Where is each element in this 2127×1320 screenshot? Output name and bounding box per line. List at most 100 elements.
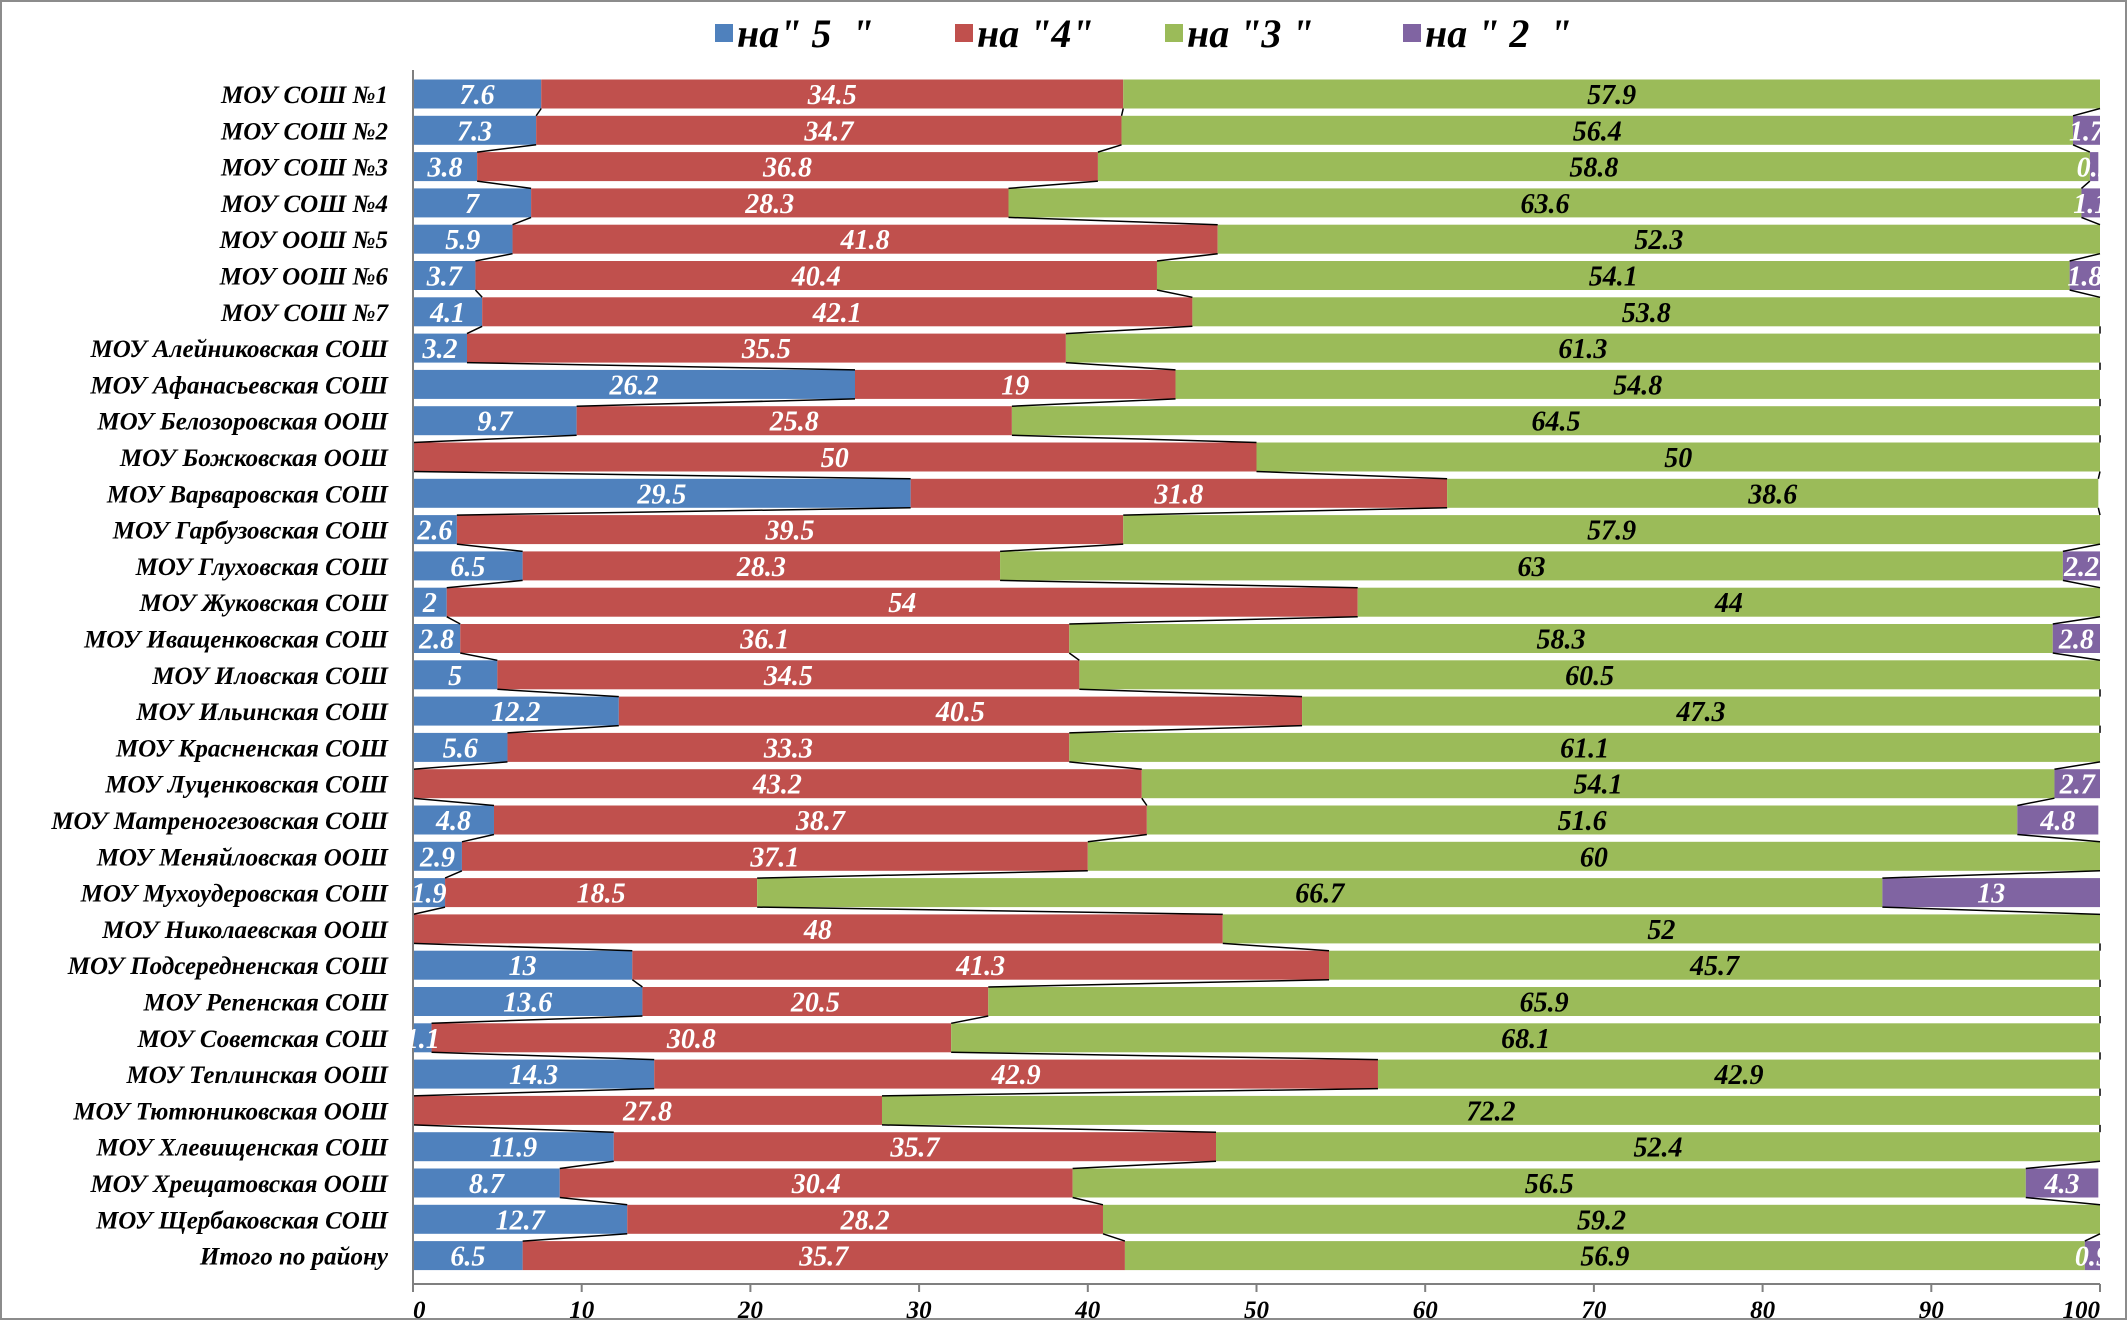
series-line <box>757 870 1088 879</box>
series-line <box>461 833 495 843</box>
data-label: 1.1 <box>2073 189 2108 220</box>
series-line <box>1102 1233 1126 1242</box>
data-label: 28.3 <box>744 189 794 220</box>
bar-segment <box>1011 406 2100 436</box>
category-label: МОУ Алейниковская СОШ <box>90 336 389 363</box>
x-tick-label: 60 <box>1413 1297 1439 1320</box>
bar-segment <box>613 1132 1217 1162</box>
bar-segment <box>413 587 447 617</box>
series-line <box>474 289 483 298</box>
legend-label: на "4" <box>977 11 1094 56</box>
series-line <box>1065 325 1193 335</box>
bar-segment <box>445 878 758 908</box>
bar-segment <box>413 188 532 218</box>
category-label: МОУ Иловская СОШ <box>151 663 389 690</box>
data-label: 2.6 <box>416 516 452 547</box>
bar-segment <box>413 442 1257 472</box>
bar-segment <box>1192 297 2100 327</box>
category-label: МОУ Белозоровская ООШ <box>96 409 388 436</box>
bar-segment <box>854 369 1176 399</box>
category-label: МОУ Ильинская СОШ <box>135 699 388 726</box>
bar-segment <box>413 333 467 363</box>
series-line <box>1120 108 1124 116</box>
bar-segment <box>910 478 1448 508</box>
series-line <box>1072 1196 1104 1206</box>
bar-segment <box>1175 369 2100 399</box>
bar-segment <box>493 805 1147 835</box>
data-label: 52.4 <box>1634 1133 1683 1164</box>
bar-segment <box>482 297 1193 327</box>
bar-segment <box>413 261 476 290</box>
bar-segment <box>522 1241 1125 1271</box>
category-label: МОУ Варваровская СОШ <box>106 481 389 508</box>
series-line <box>522 1233 628 1242</box>
x-tick-label: 20 <box>737 1297 764 1320</box>
data-label: 41.3 <box>955 951 1005 982</box>
series-line <box>507 724 619 734</box>
category-label: МОУ Матреногезовская СОШ <box>50 808 389 835</box>
series-line <box>412 1124 614 1133</box>
bar-segment <box>475 261 1157 290</box>
bar-segment <box>576 406 1012 436</box>
bar-segment <box>413 696 619 726</box>
data-label: 4.8 <box>435 806 471 837</box>
x-tick-label: 80 <box>1750 1297 1776 1320</box>
series-line <box>1000 543 1124 553</box>
data-label: 26.2 <box>608 370 658 401</box>
bar-segment <box>1357 587 2100 617</box>
bar-segment <box>413 297 483 327</box>
bar-segment <box>1087 841 2100 871</box>
data-label: 52.3 <box>1634 225 1683 256</box>
data-label: 6.5 <box>450 1242 485 1273</box>
series-line <box>535 108 542 117</box>
data-label: 1.9 <box>412 879 447 910</box>
series-lines <box>412 107 2101 1242</box>
data-label: 54.1 <box>1589 262 1638 293</box>
bar-segment <box>466 333 1066 363</box>
series-line <box>2097 471 2101 479</box>
bar-segment <box>497 660 1080 690</box>
series-line <box>951 1051 1378 1061</box>
bar-segment <box>413 624 461 653</box>
series-line <box>1069 615 1358 625</box>
bar-segment <box>413 1095 882 1125</box>
data-labels: 7.6 34.5 57.9 7.3 34.7 56.4 1.7 3.8 36.8 58.8 0.5 7… <box>405 80 2112 1273</box>
bar-segment <box>460 624 1070 653</box>
bar-segment <box>1102 1204 2100 1234</box>
bar-segment <box>1123 515 2100 545</box>
data-label: 12.7 <box>496 1205 546 1236</box>
series-line <box>431 1051 655 1061</box>
bar-segment <box>531 188 1009 218</box>
series-line <box>2069 252 2101 262</box>
data-label: 56.9 <box>1580 1242 1629 1273</box>
data-label: 30.4 <box>791 1169 841 1200</box>
bar-segment <box>1156 261 2070 290</box>
data-label: 53.8 <box>1622 298 1671 329</box>
bar-segment <box>881 1095 2100 1125</box>
series-line <box>1011 434 1257 444</box>
legend-label: на " 2 " <box>1425 11 1572 56</box>
bar-segment <box>1069 624 2053 653</box>
data-label: 1.1 <box>405 1024 440 1055</box>
category-label: МОУ Красненская СОШ <box>115 735 389 762</box>
bar-segment <box>413 1241 523 1271</box>
bar-segment <box>1121 115 2074 145</box>
category-label: МОУ Иващенковская СОШ <box>83 627 389 654</box>
bar-segment <box>413 1132 614 1162</box>
bar-segment <box>654 1059 1378 1089</box>
data-label: 36.8 <box>762 153 812 184</box>
series-line <box>497 688 619 698</box>
series-line <box>460 652 498 662</box>
category-label: МОУ Репенская СОШ <box>143 990 389 1017</box>
series-line <box>1141 797 1148 806</box>
category-label: МОУ ООШ №6 <box>219 264 389 291</box>
bar-segment <box>2017 805 2099 835</box>
data-label: 42.1 <box>812 298 862 329</box>
data-label: 2.2 <box>2063 552 2099 583</box>
bar-segment <box>1072 1168 2026 1198</box>
series-line <box>475 252 513 262</box>
category-label: МОУ Тютюниковская ООШ <box>72 1098 389 1125</box>
data-label: 9.7 <box>477 407 513 438</box>
data-label: 58.8 <box>1569 153 1618 184</box>
series-line <box>1008 180 1098 190</box>
